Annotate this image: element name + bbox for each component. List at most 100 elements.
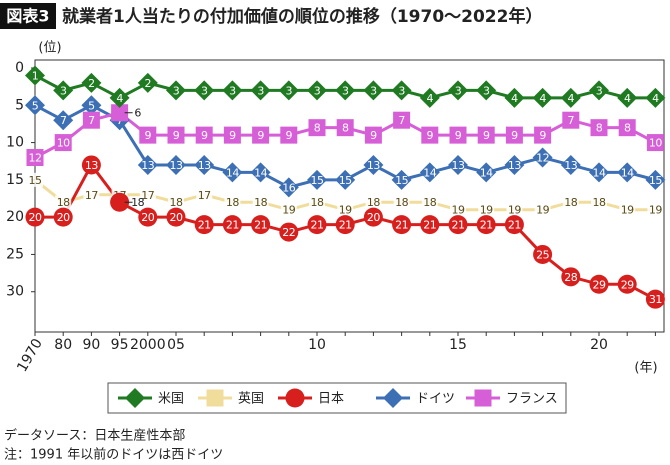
data-point [308,119,326,137]
data-label: 15 [29,174,42,187]
data-label: 17 [85,189,98,202]
data-point [419,87,440,108]
data-point [645,289,665,309]
data-label: 3 [286,84,293,97]
data-label: 12 [536,151,549,164]
data-label: 4 [116,92,123,105]
y-axis-label: (位) [38,41,61,56]
data-point [166,154,186,175]
data-point [391,169,412,190]
badge-box [0,3,56,29]
data-point [53,80,74,101]
data-point [450,202,466,217]
data-point [53,110,74,131]
data-label: 21 [423,219,436,232]
data-point [194,154,215,175]
x-tick-label: 95 [111,337,129,353]
data-label: 1 [32,69,39,82]
x-tick-label: 15 [449,337,467,353]
data-point [617,87,638,108]
data-point [619,202,636,217]
x-tick-label: 80 [54,337,72,353]
data-label: 7 [60,114,67,127]
data-point [335,215,355,235]
data-label: 10 [57,137,70,150]
data-label: 18 [593,196,606,209]
data-point [647,202,664,217]
data-label: 21 [339,219,352,232]
x-tick-label: 90 [82,337,100,353]
data-point [25,95,45,116]
data-label: 19 [339,204,352,217]
data-label: 9 [286,129,293,142]
data-label: 18 [170,196,183,209]
data-point [476,162,497,183]
data-label: 9 [145,129,152,142]
data-label: 14 [226,166,239,179]
data-point [335,169,356,190]
data-point [393,195,410,210]
legend-label: 英国 [238,392,264,407]
legend-label: ドイツ [416,392,455,407]
plot-frame [34,59,665,333]
data-point [448,80,468,101]
note: 注：1991 年以前のドイツは西ドイツ [4,447,223,463]
data-point [477,126,495,144]
data-point [391,80,412,101]
data-label: 15 [649,174,662,187]
data-point [279,222,299,242]
badge: 図表3 [6,7,49,26]
data-point [278,177,299,198]
legend-marker [383,388,403,408]
data-label: 19 [508,204,521,217]
data-point [363,207,383,227]
data-label: 18 [423,196,436,209]
x-tick-label: 2000 [130,337,166,353]
data-label: 7 [568,114,575,127]
data-point [504,87,525,108]
legend-marker [474,389,492,407]
data-point [222,80,243,101]
data-label: 3 [173,84,180,97]
data-point [251,215,271,235]
data-point [645,169,666,190]
data-point [194,80,215,101]
data-point [617,274,637,294]
data-point [250,162,271,183]
y-tick-label: 10 [6,135,24,151]
data-point [476,215,496,235]
data-label: 4 [511,92,518,105]
data-point [280,126,298,144]
data-point [506,202,523,217]
data-label: 19 [282,204,295,217]
data-label: 29 [621,278,634,291]
data-point [534,126,552,144]
data-label: 10 [649,137,662,150]
data-label: 18 [254,196,267,209]
data-point [646,134,664,152]
data-label: 15 [339,174,352,187]
data-point [54,134,72,152]
data-point [589,162,609,183]
y-tick-label: 25 [6,246,24,262]
data-label: 20 [367,211,380,224]
data-label: 9 [201,129,208,142]
data-point [307,215,327,235]
data-point [109,87,130,108]
data-label: 18 [57,196,70,209]
data-point [421,126,439,144]
data-label: 9 [173,129,180,142]
data-label: 4 [539,92,546,105]
legend-label: 日本 [318,392,344,407]
data-point [26,148,44,166]
data-point [449,126,467,144]
data-label: 2 [88,77,95,90]
data-point [419,162,440,183]
data-point [167,126,185,144]
data-label: 21 [198,219,211,232]
data-label: 20 [170,211,183,224]
data-point [55,195,72,210]
x-tick-label: 1970 [14,336,46,375]
data-label: 25 [536,248,549,261]
data-point [618,119,636,137]
